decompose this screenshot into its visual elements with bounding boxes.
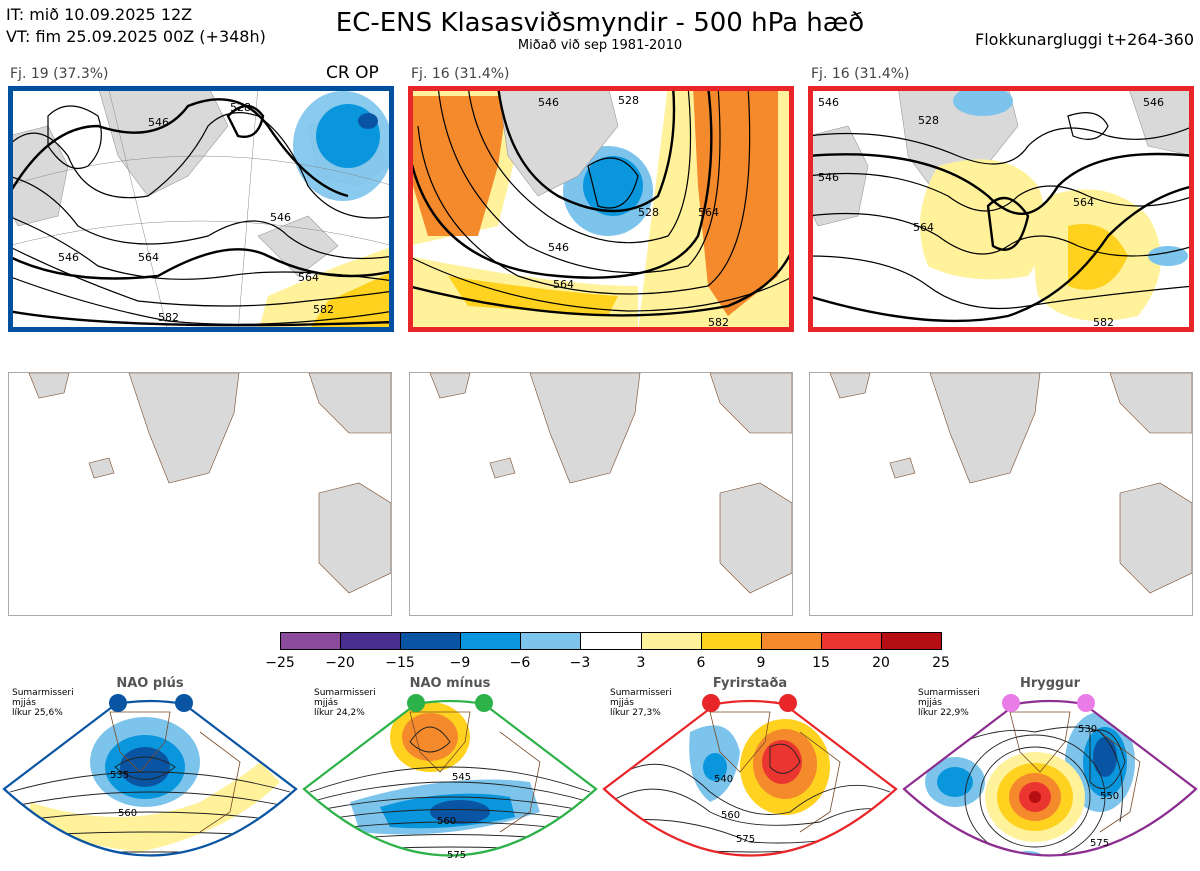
contour-label: 582 — [313, 303, 334, 316]
regime-nao-minus: Sumarmisseri mjjás líkur 24,2% NAO mínus — [300, 676, 600, 871]
regime-mean: mjjás — [918, 698, 942, 708]
contour-label: 564 — [1073, 196, 1094, 209]
contour-label: 545 — [452, 772, 471, 783]
cluster-map-2: 546 528 528 546 564 564 582 — [408, 86, 794, 332]
colorbar-swatch — [281, 633, 342, 649]
contour-label: 546 — [818, 96, 839, 109]
regime-prob: líkur 24,2% — [314, 708, 365, 718]
colorbar-tick: −15 — [385, 655, 415, 671]
colorbar-tick: 6 — [696, 655, 706, 671]
colorbar-tick: −9 — [449, 655, 471, 671]
regime-season: Sumarmisseri — [918, 688, 980, 698]
regime-season: Sumarmisseri — [12, 688, 74, 698]
anomaly-colorbar — [280, 632, 942, 650]
init-time: IT: mið 10.09.2025 12Z — [6, 5, 193, 24]
contour-label: 546 — [1143, 96, 1164, 109]
page-subtitle: Miðað við sep 1981-2010 — [517, 38, 683, 53]
cluster-map-1: 528 546 546 546 564 564 582 582 — [8, 86, 394, 332]
contour-label: 575 — [1090, 838, 1109, 849]
empty-map-2 — [409, 372, 793, 616]
regime-title: NAO mínus — [409, 676, 491, 691]
cluster-1-tag: CR OP — [326, 63, 379, 83]
regime-mean: mjjás — [12, 698, 36, 708]
colorbar-swatch — [581, 633, 642, 649]
cluster-map-3: 546 528 546 546 564 564 582 — [808, 86, 1194, 332]
regime-prob: líkur 25,6% — [12, 708, 63, 718]
contour-label: 550 — [1100, 791, 1119, 802]
contour-label: 528 — [918, 114, 939, 127]
header-left: IT: mið 10.09.2025 12Z VT: fim 25.09.202… — [6, 4, 266, 48]
contour-label: 530 — [1078, 724, 1097, 735]
contour-label: 564 — [298, 271, 319, 284]
colorbar-swatch — [341, 633, 402, 649]
regime-prob: líkur 22,9% — [918, 708, 969, 718]
cluster-3-label: Fj. 16 (31.4%) — [811, 66, 910, 82]
contour-label: 560 — [721, 810, 740, 821]
empty-map-3 — [809, 372, 1193, 616]
cluster-1-label: Fj. 19 (37.3%) — [10, 66, 109, 82]
contour-label: 546 — [538, 96, 559, 109]
regime-nao-plus: Sumarmisseri mjjás líkur 25,6% NAO plús — [0, 676, 300, 871]
regime-season: Sumarmisseri — [314, 688, 376, 698]
contour-label: 564 — [698, 206, 719, 219]
contour-label: 582 — [708, 316, 729, 329]
colorbar-tick: −20 — [325, 655, 355, 671]
contour-label: 564 — [913, 221, 934, 234]
valid-time: VT: fim 25.09.2025 00Z (+348h) — [6, 27, 266, 46]
page-title: EC-ENS Klasasviðsmyndir - 500 hPa hæð — [335, 8, 865, 38]
regime-title: Hryggur — [1019, 676, 1081, 691]
regime-season: Sumarmisseri — [610, 688, 672, 698]
regime-ridge: Sumarmisseri mjjás líkur 22,9% Hryggur — [900, 676, 1200, 871]
contour-label: 560 — [437, 816, 456, 827]
colorbar-swatch — [641, 633, 702, 649]
contour-label: 535 — [110, 770, 129, 781]
colorbar-tick: 9 — [756, 655, 766, 671]
contour-label: 582 — [158, 311, 179, 324]
regime-blocking: Sumarmisseri mjjás líkur 27,3% Fyrirstað… — [600, 676, 900, 871]
contour-label: 564 — [553, 278, 574, 291]
contour-label: 575 — [736, 834, 755, 845]
colorbar-swatch — [521, 633, 582, 649]
regime-title: Fyrirstaða — [712, 676, 788, 691]
colorbar-tick: −25 — [265, 655, 295, 671]
colorbar-swatch — [881, 633, 942, 649]
land-mass — [97, 86, 229, 197]
empty-map-1 — [8, 372, 392, 616]
contour-label: 575 — [447, 850, 466, 861]
contour-label: 546 — [548, 241, 569, 254]
regime-title: NAO plús — [116, 676, 184, 691]
contour-label: 546 — [148, 116, 169, 129]
colorbar-tick: 25 — [932, 655, 950, 671]
contour-label: 546 — [818, 171, 839, 184]
colorbar-swatch — [461, 633, 522, 649]
colorbar-swatch — [821, 633, 882, 649]
colorbar-tick: 15 — [812, 655, 830, 671]
land-mass — [8, 125, 69, 227]
contour-label: 546 — [270, 211, 291, 224]
colorbar-swatch — [761, 633, 822, 649]
colorbar-swatch — [401, 633, 462, 649]
colorbar-tick: −6 — [509, 655, 531, 671]
contour-label: 528 — [638, 206, 659, 219]
contour-label: 560 — [118, 808, 137, 819]
colorbar-tick: 3 — [636, 655, 646, 671]
cluster-2-label: Fj. 16 (31.4%) — [411, 66, 510, 82]
regime-prob: líkur 27,3% — [610, 708, 661, 718]
regime-mean: mjjás — [610, 698, 634, 708]
colorbar-tick: −3 — [569, 655, 591, 671]
contour-label: 528 — [230, 101, 251, 114]
regime-mean: mjjás — [314, 698, 338, 708]
colorbar-swatch — [701, 633, 762, 649]
contour-label: 564 — [138, 251, 159, 264]
contour-label: 582 — [1093, 316, 1114, 329]
cluster-window: Flokkunargluggi t+264-360 — [975, 30, 1194, 49]
contour-label: 546 — [58, 251, 79, 264]
contour-label: 528 — [618, 94, 639, 107]
contour-label: 540 — [714, 774, 733, 785]
colorbar-tick: 20 — [872, 655, 890, 671]
